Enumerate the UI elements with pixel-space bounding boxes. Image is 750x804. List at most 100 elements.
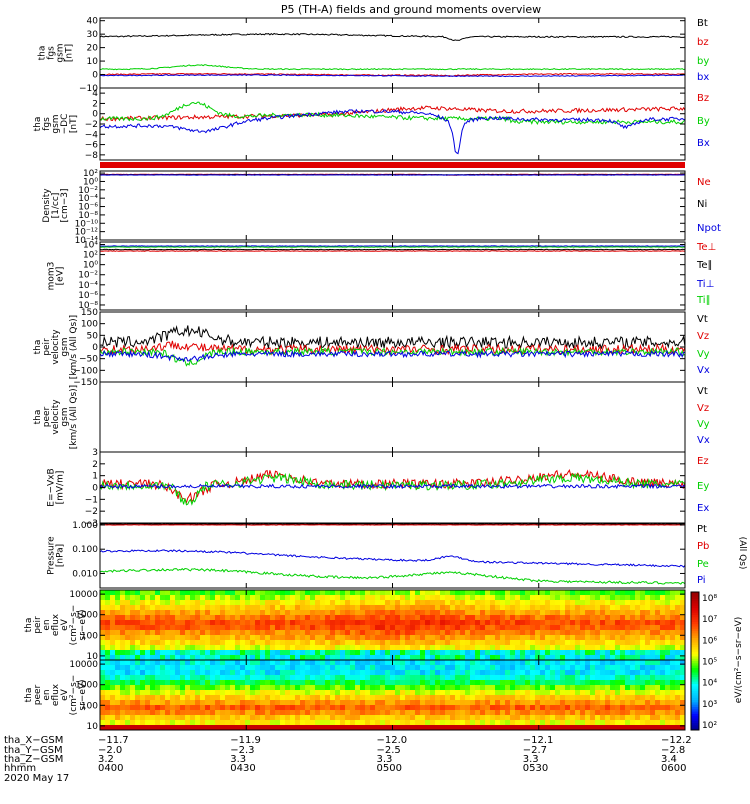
heatmap-cell: [225, 705, 230, 710]
heatmap-cell: [555, 720, 560, 725]
heatmap-cell: [560, 635, 565, 640]
heatmap-cell: [535, 620, 540, 625]
heatmap-cell: [655, 625, 660, 630]
date-label: 2020 May 17: [4, 773, 69, 784]
heatmap-cell: [645, 625, 650, 630]
heatmap-cell: [320, 695, 325, 700]
heatmap-cell: [225, 685, 230, 690]
heatmap-cell: [150, 720, 155, 725]
heatmap-cell: [585, 625, 590, 630]
heatmap-cell: [465, 590, 470, 595]
heatmap-cell: [580, 640, 585, 645]
heatmap-cell: [235, 695, 240, 700]
heatmap-cell: [500, 635, 505, 640]
heatmap-cell: [505, 605, 510, 610]
heatmap-cell: [210, 635, 215, 640]
y-axis-label: [km/s (All Qs)]: [69, 315, 79, 379]
heatmap-cell: [555, 645, 560, 650]
heatmap-cell: [605, 695, 610, 700]
heatmap-cell: [265, 645, 270, 650]
heatmap-cell: [390, 685, 395, 690]
heatmap-cell: [640, 720, 645, 725]
y-tick-label: 50: [87, 331, 99, 341]
heatmap-cell: [310, 605, 315, 610]
heatmap-cell: [230, 605, 235, 610]
heatmap-cell: [525, 625, 530, 630]
heatmap-cell: [410, 645, 415, 650]
heatmap-cell: [410, 670, 415, 675]
heatmap-cell: [265, 690, 270, 695]
heatmap-cell: [320, 630, 325, 635]
heatmap-cell: [120, 705, 125, 710]
y-tick-label: 150: [81, 308, 98, 318]
heatmap-cell: [315, 630, 320, 635]
heatmap-cell: [420, 675, 425, 680]
heatmap-cell: [115, 615, 120, 620]
heatmap-cell: [525, 610, 530, 615]
heatmap-cell: [545, 615, 550, 620]
heatmap-cell: [390, 690, 395, 695]
heatmap-cell: [345, 720, 350, 725]
heatmap-cell: [285, 680, 290, 685]
heatmap-cell: [605, 685, 610, 690]
heatmap-cell: [305, 670, 310, 675]
heatmap-cell: [290, 685, 295, 690]
heatmap-cell: [515, 705, 520, 710]
heatmap-cell: [610, 625, 615, 630]
heatmap-cell: [545, 670, 550, 675]
heatmap-cell: [360, 720, 365, 725]
heatmap-cell: [260, 635, 265, 640]
legend-entry: Pi: [697, 575, 706, 586]
heatmap-cell: [445, 660, 450, 665]
heatmap-cell: [615, 615, 620, 620]
heatmap-cell: [580, 700, 585, 705]
heatmap-cell: [105, 630, 110, 635]
heatmap-cell: [660, 610, 665, 615]
heatmap-cell: [540, 720, 545, 725]
legend-entry: Ni: [697, 199, 707, 210]
heatmap-cell: [590, 675, 595, 680]
heatmap-cell: [340, 675, 345, 680]
heatmap-cell: [405, 635, 410, 640]
heatmap-cell: [390, 695, 395, 700]
heatmap-cell: [160, 635, 165, 640]
heatmap-cell: [335, 720, 340, 725]
heatmap-cell: [645, 615, 650, 620]
heatmap-cell: [235, 610, 240, 615]
x-column-value: 0430: [230, 763, 255, 774]
heatmap-cell: [560, 590, 565, 595]
heatmap-cell: [395, 650, 400, 655]
heatmap-cell: [285, 675, 290, 680]
heatmap-cell: [230, 620, 235, 625]
heatmap-cell: [510, 665, 515, 670]
heatmap-cell: [605, 710, 610, 715]
legend-entry: Ti⊥: [696, 279, 714, 290]
heatmap-cell: [335, 670, 340, 675]
heatmap-cell: [470, 690, 475, 695]
heatmap-cell: [575, 690, 580, 695]
heatmap-cell: [445, 610, 450, 615]
heatmap-cell: [125, 665, 130, 670]
heatmap-cell: [515, 675, 520, 680]
heatmap-cell: [530, 670, 535, 675]
heatmap-cell: [360, 650, 365, 655]
heatmap-cell: [190, 715, 195, 720]
heatmap-cell: [210, 690, 215, 695]
heatmap-cell: [405, 650, 410, 655]
heatmap-cell: [230, 590, 235, 595]
heatmap-cell: [485, 685, 490, 690]
heatmap-cell: [435, 670, 440, 675]
heatmap-cell: [520, 690, 525, 695]
heatmap-cell: [235, 685, 240, 690]
heatmap-cell: [370, 640, 375, 645]
heatmap-cell: [345, 630, 350, 635]
heatmap-cell: [130, 625, 135, 630]
heatmap-cell: [140, 690, 145, 695]
heatmap-cell: [550, 625, 555, 630]
heatmap-cell: [370, 590, 375, 595]
heatmap-cell: [605, 670, 610, 675]
heatmap-cell: [355, 700, 360, 705]
y-tick-label: 0: [92, 484, 98, 494]
heatmap-cell: [185, 635, 190, 640]
heatmap-cell: [355, 660, 360, 665]
